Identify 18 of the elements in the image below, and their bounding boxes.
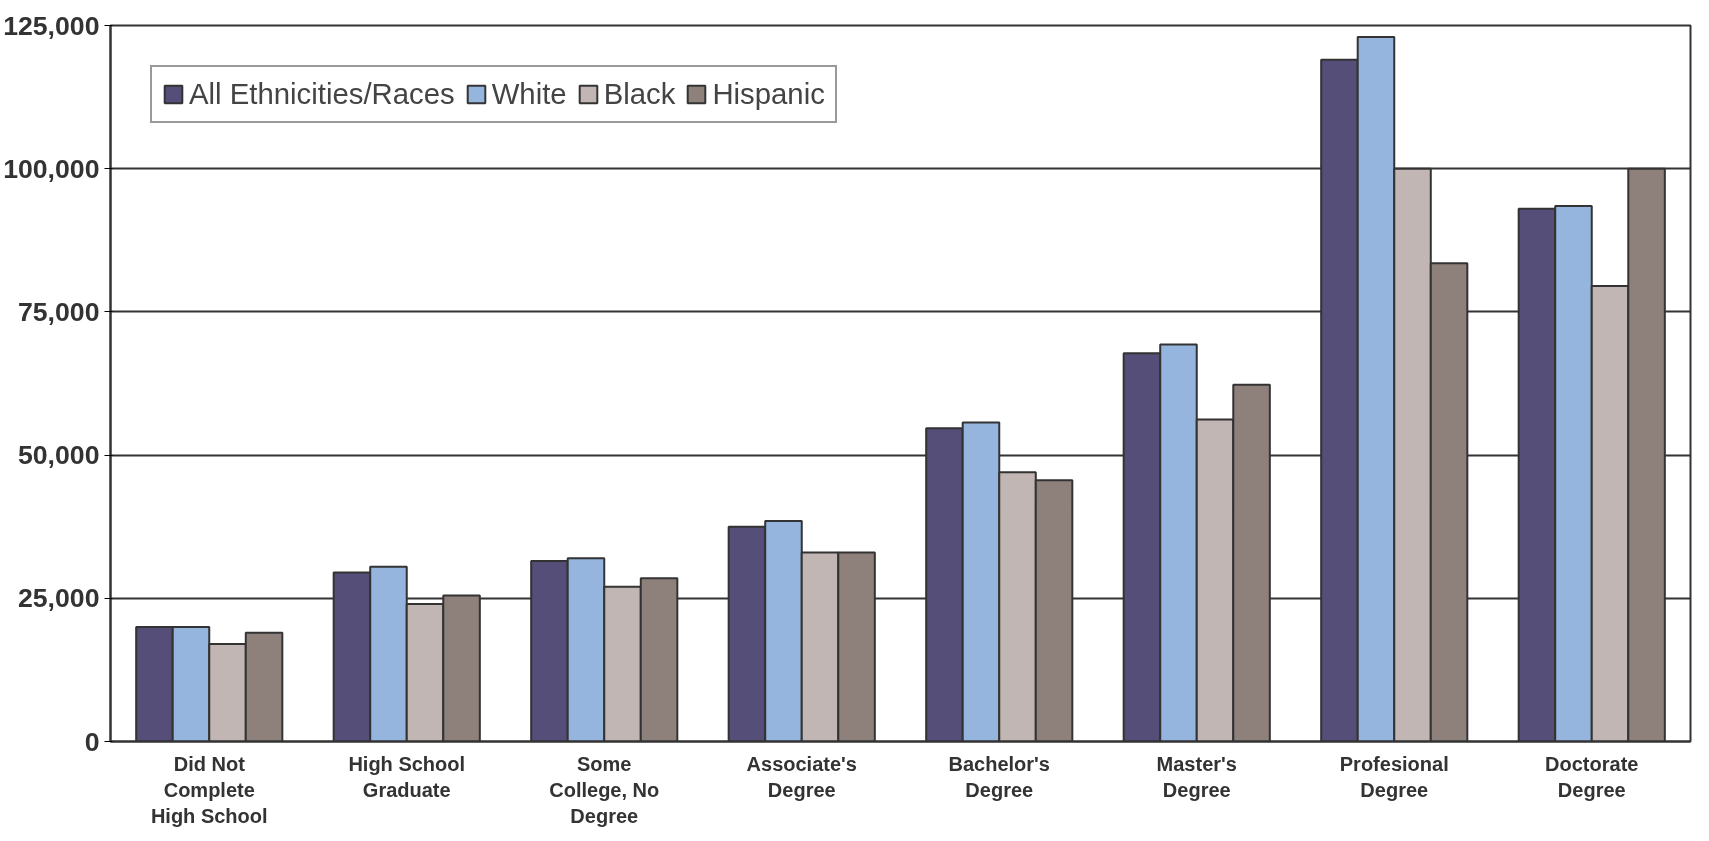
- y-tick-label: 125,000: [3, 10, 100, 41]
- x-tick-label: Doctorate Degree: [1545, 752, 1639, 801]
- y-tick-label: 75,000: [17, 296, 100, 327]
- x-tick-label: Associate's Degree: [746, 752, 857, 801]
- x-tick-label: Some College, No Degree: [549, 752, 660, 828]
- y-tick-label: 50,000: [17, 440, 100, 471]
- y-tick-label: 0: [84, 726, 100, 757]
- x-tick-label: High School Graduate: [348, 752, 466, 801]
- x-tick-label: Master's Degree: [1156, 752, 1237, 801]
- x-tick-label: Profesional Degree: [1339, 752, 1449, 801]
- x-tick-label: Did Not Complete High School: [150, 752, 268, 828]
- legend-label: Black: [603, 77, 676, 111]
- legend-label: White: [491, 77, 567, 111]
- legend-label: Hispanic: [712, 77, 825, 111]
- legend-label: All Ethnicities/Races: [189, 77, 455, 111]
- x-tick-label: Bachelor's Degree: [948, 752, 1050, 801]
- y-tick-label: 25,000: [17, 583, 100, 614]
- y-tick-label: 100,000: [3, 153, 100, 184]
